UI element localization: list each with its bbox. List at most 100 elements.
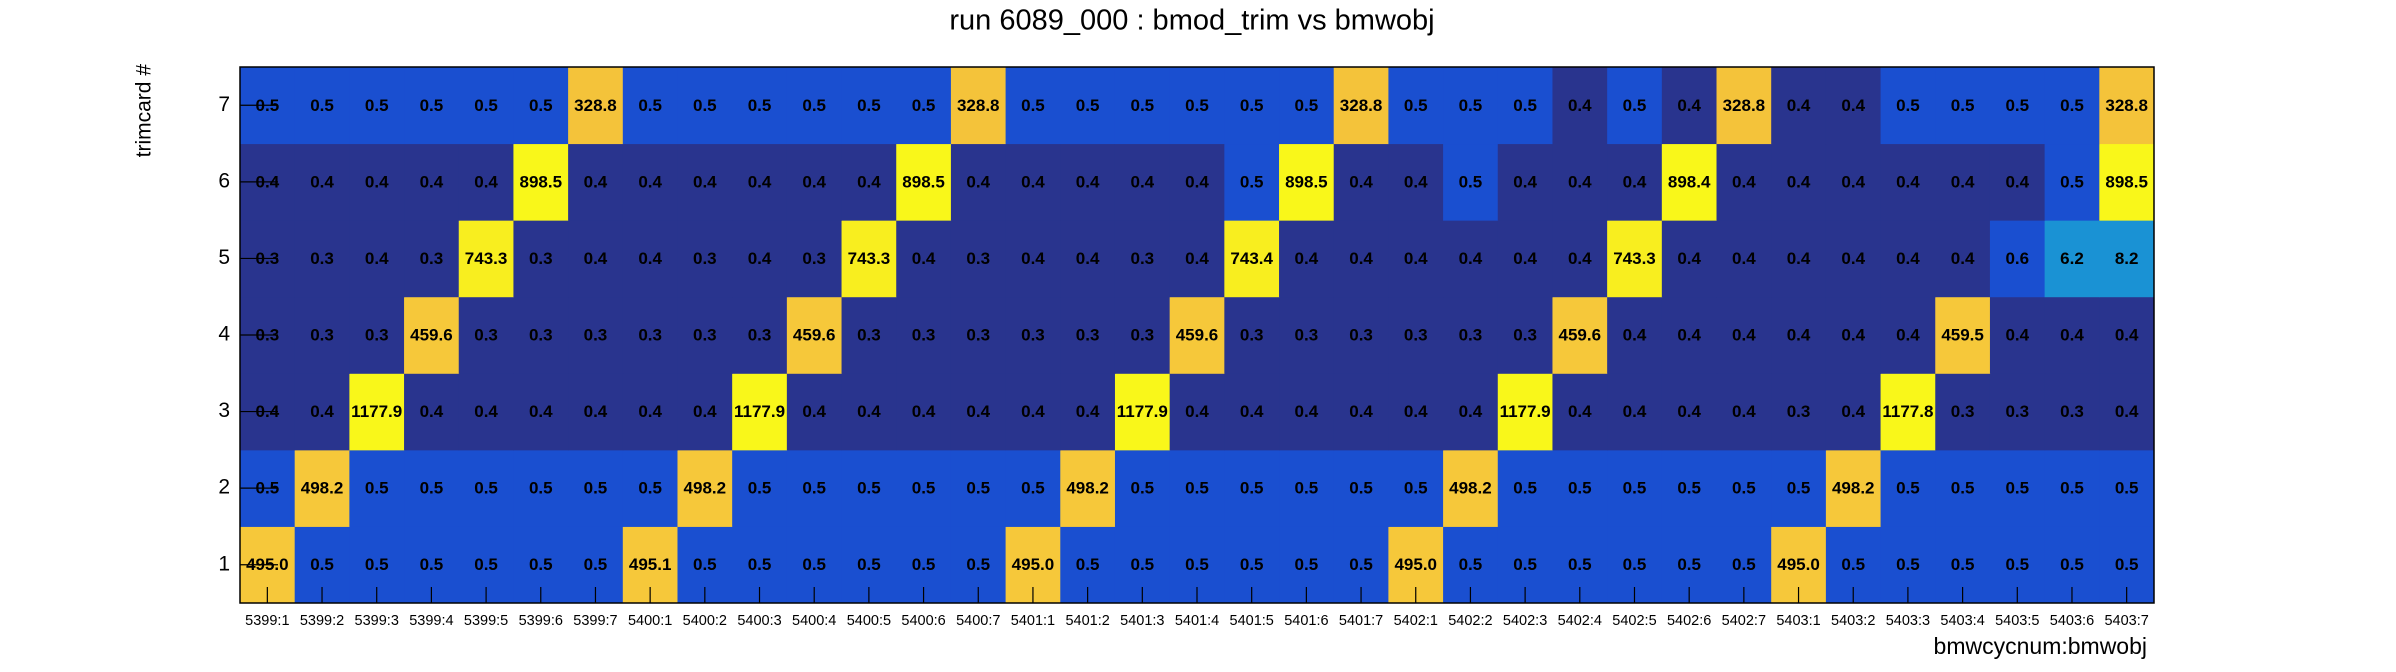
heatmap-cell bbox=[841, 296, 897, 374]
heatmap-cell bbox=[1333, 449, 1389, 527]
cell-label: 0.5 bbox=[1130, 479, 1154, 498]
cell-label: 0.3 bbox=[802, 249, 826, 268]
heatmap-cell bbox=[1224, 67, 1280, 145]
heatmap-cell bbox=[1114, 220, 1171, 298]
cell-label: 0.5 bbox=[1404, 96, 1428, 115]
heatmap-cell bbox=[294, 143, 350, 221]
heatmap-cell bbox=[2044, 67, 2100, 145]
cell-label: 328.8 bbox=[957, 96, 1000, 115]
cell-label: 0.4 bbox=[1896, 172, 1920, 191]
cell-label: 0.5 bbox=[1459, 96, 1483, 115]
cell-label: 0.4 bbox=[1185, 172, 1209, 191]
heatmap-cell bbox=[1661, 373, 1718, 451]
cell-label: 0.4 bbox=[912, 402, 936, 421]
x-tick-label: 5402:7 bbox=[1722, 613, 1766, 629]
cell-label: 0.4 bbox=[1951, 249, 1975, 268]
cell-label: 1177.9 bbox=[1117, 402, 1168, 421]
heatmap-cell bbox=[1989, 449, 2046, 527]
heatmap-cell bbox=[2044, 449, 2100, 527]
x-tick-label: 5402:5 bbox=[1612, 613, 1656, 629]
cell-label: 0.5 bbox=[1896, 96, 1920, 115]
heatmap-cell bbox=[732, 143, 788, 221]
x-tick-label: 5399:7 bbox=[573, 613, 617, 629]
heatmap-cell bbox=[513, 296, 569, 374]
cell-label: 0.5 bbox=[857, 479, 881, 498]
cell-label: 328.8 bbox=[2105, 96, 2148, 115]
heatmap-cell bbox=[1388, 67, 1444, 145]
cell-label: 0.5 bbox=[2115, 555, 2139, 574]
x-tick-label: 5401:3 bbox=[1120, 613, 1164, 629]
y-tick-label: 3 bbox=[218, 399, 230, 422]
cell-label: 0.5 bbox=[748, 555, 772, 574]
cell-label: 0.5 bbox=[1951, 479, 1975, 498]
cell-label: 0.4 bbox=[1295, 249, 1319, 268]
heatmap-cell bbox=[841, 449, 897, 527]
cell-label: 0.4 bbox=[529, 402, 553, 421]
heatmap-cell bbox=[2044, 220, 2100, 298]
cell-label: 0.5 bbox=[420, 96, 444, 115]
heatmap-cell bbox=[1825, 220, 1882, 298]
cell-label: 495.0 bbox=[1394, 555, 1437, 574]
heatmap-cell bbox=[404, 296, 460, 374]
heatmap-cell bbox=[677, 67, 733, 145]
heatmap-cell bbox=[1989, 373, 2046, 451]
cell-label: 0.4 bbox=[1677, 402, 1701, 421]
heatmap-cell bbox=[1552, 449, 1608, 527]
cell-label: 0.5 bbox=[2060, 555, 2084, 574]
cell-label: 459.6 bbox=[410, 325, 453, 344]
cell-label: 0.5 bbox=[2005, 479, 2029, 498]
cell-label: 0.5 bbox=[1295, 479, 1319, 498]
heatmap-cell bbox=[1443, 373, 1499, 451]
cell-label: 0.3 bbox=[2005, 402, 2029, 421]
cell-label: 898.5 bbox=[2105, 172, 2148, 191]
x-tick-label: 5402:4 bbox=[1558, 613, 1602, 629]
cell-label: 0.5 bbox=[1185, 96, 1209, 115]
heatmap-cell bbox=[1716, 373, 1772, 451]
heatmap-cell bbox=[1060, 220, 1116, 298]
x-tick-label: 5401:2 bbox=[1065, 613, 1109, 629]
x-tick-label: 5403:7 bbox=[2104, 613, 2148, 629]
cell-label: 0.4 bbox=[857, 172, 881, 191]
cell-label: 743.3 bbox=[1613, 249, 1656, 268]
heatmap-cell bbox=[950, 220, 1007, 298]
heatmap-cell bbox=[513, 220, 569, 298]
cell-label: 0.4 bbox=[1404, 402, 1428, 421]
cell-label: 898.5 bbox=[1285, 172, 1328, 191]
heatmap-cell bbox=[1279, 296, 1335, 374]
heatmap-cell bbox=[896, 373, 952, 451]
cell-label: 0.4 bbox=[1841, 325, 1865, 344]
cell-label: 0.4 bbox=[1896, 325, 1920, 344]
cell-label: 0.4 bbox=[420, 402, 444, 421]
heatmap-cell bbox=[1497, 220, 1553, 298]
heatmap-cell bbox=[404, 143, 460, 221]
heatmap-cell bbox=[1552, 67, 1608, 145]
heatmap-cell bbox=[1661, 143, 1718, 221]
cell-label: 0.3 bbox=[912, 325, 936, 344]
cell-label: 0.4 bbox=[1787, 172, 1811, 191]
cell-label: 0.5 bbox=[802, 96, 826, 115]
cell-label: 898.5 bbox=[519, 172, 562, 191]
cell-label: 0.5 bbox=[1677, 555, 1701, 574]
y-tick-label: 5 bbox=[218, 246, 230, 269]
cell-label: 0.4 bbox=[1459, 402, 1483, 421]
cell-label: 898.4 bbox=[1668, 172, 1711, 191]
cell-label: 0.5 bbox=[1349, 479, 1373, 498]
cell-label: 459.6 bbox=[1176, 325, 1219, 344]
heatmap-cell bbox=[1825, 143, 1882, 221]
cell-label: 0.5 bbox=[1076, 555, 1100, 574]
cell-label: 0.5 bbox=[474, 96, 498, 115]
heatmap-cell bbox=[1169, 143, 1225, 221]
cell-label: 0.5 bbox=[1787, 479, 1811, 498]
cell-label: 0.3 bbox=[1459, 325, 1483, 344]
cell-label: 0.5 bbox=[1240, 479, 1264, 498]
cell-label: 0.3 bbox=[966, 249, 990, 268]
heatmap-cell bbox=[458, 449, 514, 527]
cell-label: 495.0 bbox=[1777, 555, 1820, 574]
heatmap-cell bbox=[786, 143, 843, 221]
heatmap-cell bbox=[2044, 143, 2100, 221]
x-tick-label: 5403:1 bbox=[1776, 613, 1820, 629]
heatmap-cell bbox=[349, 143, 405, 221]
heatmap-cell bbox=[1279, 373, 1335, 451]
cell-label: 0.3 bbox=[693, 325, 717, 344]
